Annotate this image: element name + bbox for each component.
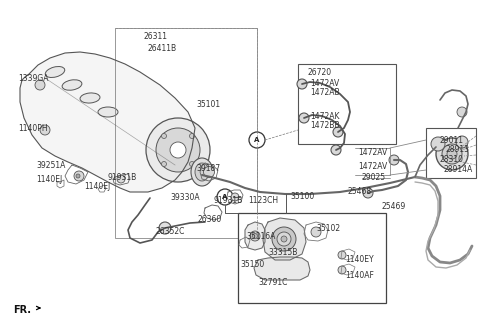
Circle shape <box>436 138 468 170</box>
Circle shape <box>249 132 265 148</box>
Text: 26411B: 26411B <box>148 44 177 53</box>
Text: 35101: 35101 <box>196 100 220 109</box>
Polygon shape <box>245 222 265 250</box>
Bar <box>426 128 476 178</box>
Circle shape <box>204 167 215 177</box>
Circle shape <box>231 193 239 201</box>
Text: 26352C: 26352C <box>155 227 184 236</box>
Bar <box>238 213 386 303</box>
Bar <box>115 28 257 238</box>
Text: 1140EJ: 1140EJ <box>84 182 110 191</box>
Circle shape <box>190 161 194 167</box>
Text: 26720: 26720 <box>308 68 332 77</box>
Circle shape <box>117 175 125 183</box>
Text: 1472AV: 1472AV <box>310 79 339 88</box>
Circle shape <box>333 127 343 137</box>
Text: A: A <box>254 137 260 143</box>
Circle shape <box>389 155 399 165</box>
Text: 35102: 35102 <box>316 224 340 233</box>
Circle shape <box>431 137 445 151</box>
Circle shape <box>161 133 167 138</box>
Ellipse shape <box>191 158 213 186</box>
Circle shape <box>363 188 373 198</box>
Text: 29011: 29011 <box>440 136 464 145</box>
Text: 33315B: 33315B <box>268 248 298 257</box>
Circle shape <box>159 222 171 234</box>
Text: 35116A: 35116A <box>246 232 276 241</box>
Text: 1472AK: 1472AK <box>310 112 339 121</box>
Text: 26360: 26360 <box>198 215 222 224</box>
Circle shape <box>277 232 291 246</box>
Ellipse shape <box>62 80 82 90</box>
Text: 28310: 28310 <box>440 155 464 164</box>
Circle shape <box>156 128 200 172</box>
Text: 29025: 29025 <box>362 173 386 182</box>
Text: 1472AV: 1472AV <box>358 148 387 157</box>
Circle shape <box>311 227 321 237</box>
Circle shape <box>338 251 346 259</box>
Text: 1140AF: 1140AF <box>345 271 374 280</box>
Text: 39330A: 39330A <box>170 193 200 202</box>
Circle shape <box>252 234 257 238</box>
Bar <box>298 64 396 144</box>
Text: 26311: 26311 <box>143 32 167 41</box>
Circle shape <box>217 189 233 205</box>
Text: 39187: 39187 <box>196 164 220 173</box>
Text: 32791C: 32791C <box>258 278 288 287</box>
Circle shape <box>272 227 296 251</box>
Circle shape <box>456 136 468 148</box>
Text: 1472AV: 1472AV <box>358 162 387 171</box>
Text: 25469: 25469 <box>382 202 406 211</box>
Text: 39251A: 39251A <box>36 161 65 170</box>
Text: 1472AB: 1472AB <box>310 88 340 97</box>
Circle shape <box>338 266 346 274</box>
Text: 28913: 28913 <box>445 145 469 154</box>
Text: 1472BB: 1472BB <box>310 121 339 130</box>
Circle shape <box>331 145 341 155</box>
Text: 35150: 35150 <box>240 260 264 269</box>
Text: 1140EY: 1140EY <box>345 255 373 264</box>
Circle shape <box>76 174 80 178</box>
Text: 1140EJ: 1140EJ <box>36 175 62 184</box>
Circle shape <box>297 79 307 89</box>
Circle shape <box>447 149 457 159</box>
Polygon shape <box>254 257 310 280</box>
Circle shape <box>170 142 186 158</box>
Circle shape <box>250 231 260 241</box>
Text: 25468: 25468 <box>348 187 372 196</box>
Circle shape <box>442 144 462 164</box>
Text: 1140PH: 1140PH <box>18 124 48 133</box>
Ellipse shape <box>195 163 209 181</box>
Circle shape <box>299 113 309 123</box>
Ellipse shape <box>98 107 118 117</box>
Polygon shape <box>263 218 306 260</box>
Circle shape <box>40 125 50 135</box>
Text: 91931B: 91931B <box>213 196 242 205</box>
Ellipse shape <box>80 93 100 103</box>
Circle shape <box>281 236 287 242</box>
Polygon shape <box>20 52 195 192</box>
Text: 1339GA: 1339GA <box>18 74 48 83</box>
Text: 28914A: 28914A <box>444 165 473 174</box>
Circle shape <box>74 171 84 181</box>
Circle shape <box>35 80 45 90</box>
Circle shape <box>161 161 167 167</box>
Text: FR.: FR. <box>13 305 31 315</box>
Text: 35100: 35100 <box>290 192 314 201</box>
Circle shape <box>190 133 194 138</box>
Text: 1123CH: 1123CH <box>248 196 278 205</box>
Text: A: A <box>222 194 228 200</box>
Text: 91931B: 91931B <box>108 173 137 182</box>
Circle shape <box>457 107 467 117</box>
Circle shape <box>146 118 210 182</box>
Ellipse shape <box>45 67 65 77</box>
